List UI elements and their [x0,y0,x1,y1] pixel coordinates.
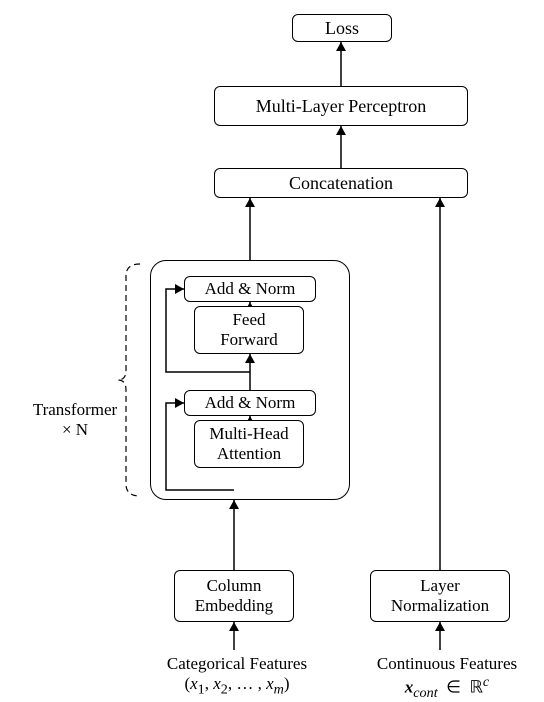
addnorm-top-box: Add & Norm [184,276,316,302]
col-emb-box: ColumnEmbedding [174,570,294,622]
feedforward-label: FeedForward [220,310,278,349]
addnorm-top-label: Add & Norm [205,279,296,299]
layer-norm-label: LayerNormalization [391,576,489,615]
continuous-features-label: Continuous Featuresxcont ∈ ℝc [362,654,532,702]
mlp-box: Multi-Layer Perceptron [214,86,468,126]
addnorm-bot-label: Add & Norm [205,393,296,413]
col-emb-label: ColumnEmbedding [195,576,273,615]
mha-label: Multi-HeadAttention [209,424,288,463]
concat-label: Concatenation [289,173,393,194]
feedforward-box: FeedForward [194,306,304,354]
addnorm-bot-box: Add & Norm [184,390,316,416]
loss-label: Loss [325,18,359,39]
loss-box: Loss [292,14,392,42]
layer-norm-box: LayerNormalization [370,570,510,622]
concat-box: Concatenation [214,168,468,198]
transformer-xn-label: Transformer× N [20,400,130,441]
mlp-label: Multi-Layer Perceptron [256,96,426,117]
categorical-features-label: Categorical Features(x1, x2, … , xm) [152,654,322,699]
mha-box: Multi-HeadAttention [194,420,304,468]
